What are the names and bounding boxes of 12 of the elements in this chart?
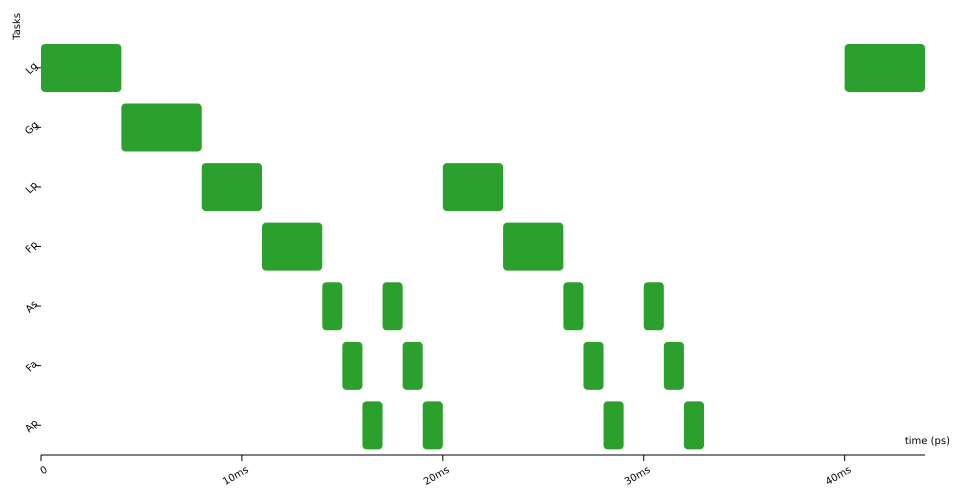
y-tick-label: Fp bbox=[24, 239, 40, 256]
y-tick-label: Lp bbox=[24, 180, 40, 196]
x-tick-label: 10ms bbox=[221, 464, 251, 488]
y-tick-label: Lg bbox=[24, 60, 40, 77]
x-axis-title: time (ps) bbox=[904, 436, 950, 447]
x-tick-label: 0 bbox=[38, 464, 50, 478]
y-axis-title: Tasks bbox=[12, 13, 23, 40]
y-tick-label: As bbox=[24, 298, 40, 316]
y-tick-label: Gg bbox=[23, 120, 41, 138]
y-tick-label: Ap bbox=[24, 418, 41, 435]
x-tick-label: 40ms bbox=[824, 464, 854, 488]
y-tick-label: Fa bbox=[24, 358, 40, 374]
